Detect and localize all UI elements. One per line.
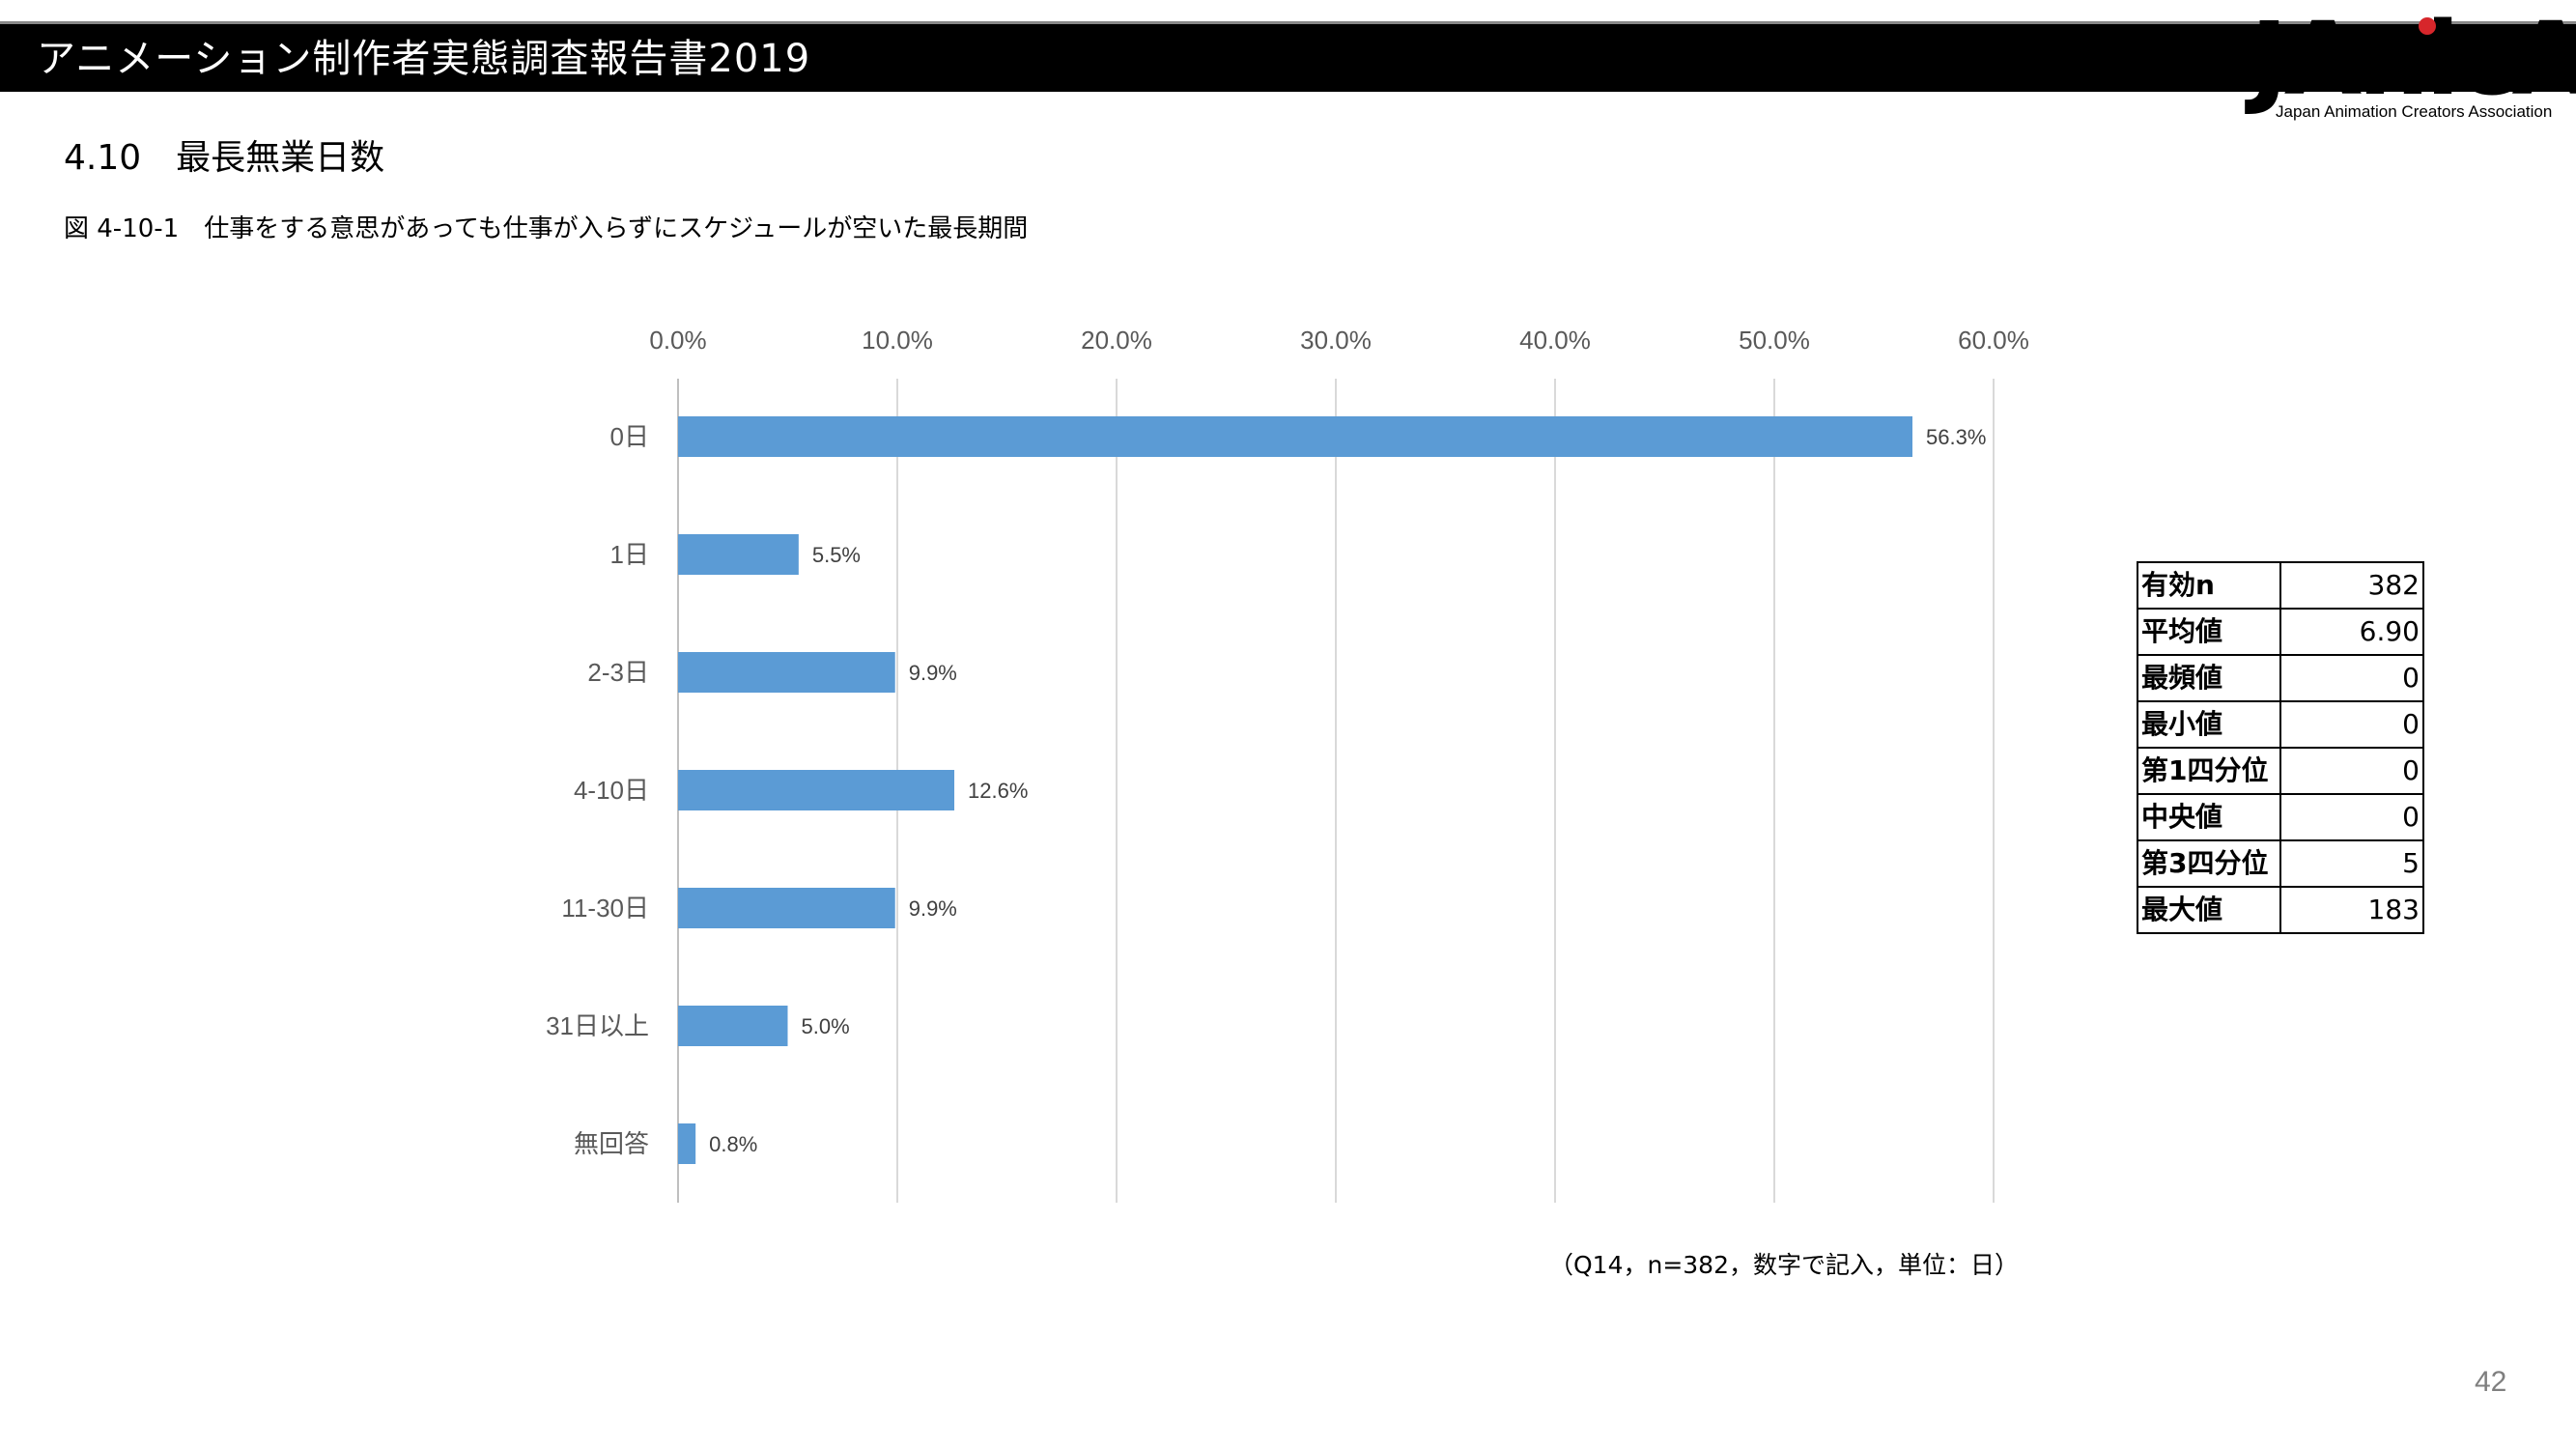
logo-subtitle: Japan Animation Creators Association bbox=[2276, 102, 2553, 121]
stats-row: 最頻値 0 bbox=[2137, 654, 2424, 702]
x-tick-label: 40.0% bbox=[1519, 326, 1591, 355]
stats-label: 第1四分位 bbox=[2137, 747, 2281, 795]
bar bbox=[678, 888, 895, 928]
page-number: 42 bbox=[2475, 1366, 2507, 1398]
stats-table: 有効n 382 平均値 6.90 最頻値 0 最小値 0 第1四分位 0 中央値 0 第3四分位 5 最大値… bbox=[2137, 561, 2424, 934]
bars bbox=[678, 416, 1913, 1164]
bar bbox=[678, 416, 1913, 457]
logo-red-dot bbox=[2419, 17, 2436, 35]
bar bbox=[678, 534, 799, 575]
janica-logo: JAnicA Japan Animation Creators Associat… bbox=[2243, 0, 2576, 122]
category-label: 4-10日 bbox=[574, 776, 649, 805]
stats-value: 0 bbox=[2279, 654, 2424, 702]
x-tick-label: 50.0% bbox=[1739, 326, 1810, 355]
data-label: 5.0% bbox=[802, 1014, 850, 1038]
data-labels: 56.3% 5.5% 9.9% 12.6% 9.9% 5.0% 0.8% bbox=[709, 425, 1986, 1156]
bar bbox=[678, 652, 895, 693]
stats-row: 有効n 382 bbox=[2137, 561, 2424, 610]
x-tick-label: 0.0% bbox=[649, 326, 706, 355]
data-label: 56.3% bbox=[1926, 425, 1986, 449]
stats-row: 最小値 0 bbox=[2137, 700, 2424, 749]
category-label: 0日 bbox=[610, 422, 649, 451]
report-title: アニメーション制作者実態調査報告書2019 bbox=[37, 37, 811, 81]
data-label: 12.6% bbox=[968, 779, 1028, 803]
x-tick-label: 60.0% bbox=[1958, 326, 2029, 355]
data-label: 5.5% bbox=[812, 543, 861, 567]
stats-label: 中央値 bbox=[2137, 793, 2281, 841]
category-label: 2-3日 bbox=[587, 658, 649, 687]
stats-value: 5 bbox=[2279, 839, 2424, 888]
category-label: 11-30日 bbox=[561, 894, 649, 923]
stats-value: 0 bbox=[2279, 700, 2424, 749]
stats-value: 0 bbox=[2279, 747, 2424, 795]
stats-row: 第1四分位 0 bbox=[2137, 747, 2424, 795]
category-label: 1日 bbox=[610, 540, 649, 569]
stats-label: 最大値 bbox=[2137, 886, 2281, 934]
stats-row: 中央値 0 bbox=[2137, 793, 2424, 841]
data-label: 9.9% bbox=[909, 896, 957, 921]
x-tick-label: 10.0% bbox=[862, 326, 933, 355]
section-title: 4.10 最長無業日数 bbox=[64, 138, 385, 178]
bar bbox=[678, 770, 955, 810]
stats-row: 第3四分位 5 bbox=[2137, 839, 2424, 888]
stats-label: 第3四分位 bbox=[2137, 839, 2281, 888]
x-tick-label: 30.0% bbox=[1300, 326, 1372, 355]
data-label: 0.8% bbox=[709, 1132, 757, 1156]
bar bbox=[678, 1123, 696, 1164]
x-axis-ticks: 0.0% 10.0% 20.0% 30.0% 40.0% 50.0% 60.0% bbox=[649, 326, 2029, 355]
stats-label: 平均値 bbox=[2137, 608, 2281, 656]
category-label: 無回答 bbox=[574, 1129, 649, 1158]
header-bar bbox=[0, 21, 2576, 92]
data-label: 9.9% bbox=[909, 661, 957, 685]
stats-label: 有効n bbox=[2137, 561, 2281, 610]
figure-caption: 図 4-10-1 仕事をする意思があっても仕事が入らずにスケジュールが空いた最長… bbox=[64, 214, 1029, 243]
stats-row: 平均値 6.90 bbox=[2137, 608, 2424, 656]
footnote: （Q14，n=382，数字で記入，単位：日） bbox=[1549, 1251, 2019, 1279]
category-label: 31日以上 bbox=[546, 1011, 649, 1040]
stats-value: 382 bbox=[2279, 561, 2424, 610]
stats-value: 0 bbox=[2279, 793, 2424, 841]
stats-row: 最大値 183 bbox=[2137, 886, 2424, 934]
stats-value: 6.90 bbox=[2279, 608, 2424, 656]
stats-label: 最頻値 bbox=[2137, 654, 2281, 702]
stats-label: 最小値 bbox=[2137, 700, 2281, 749]
stats-value: 183 bbox=[2279, 886, 2424, 934]
logo-wordmark: JAnicA bbox=[2250, 0, 2576, 118]
bar bbox=[678, 1006, 788, 1046]
x-tick-label: 20.0% bbox=[1081, 326, 1152, 355]
